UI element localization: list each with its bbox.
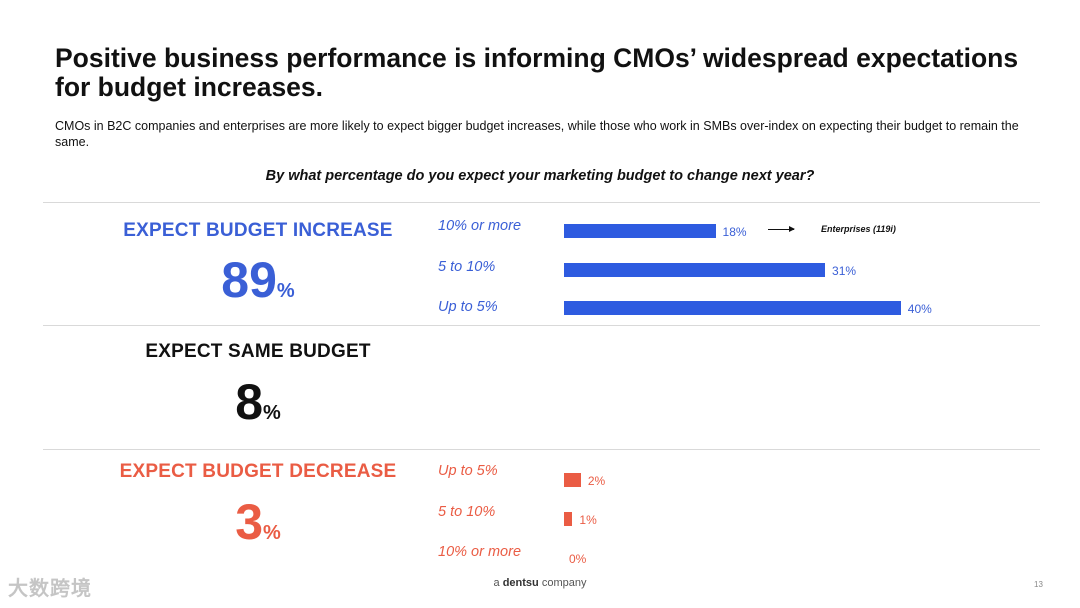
page-number: 13 xyxy=(1034,580,1043,589)
decrease-row-label: 5 to 10% xyxy=(438,504,496,520)
arrow-right-icon xyxy=(768,226,795,232)
same-number: 8 xyxy=(235,374,263,430)
increase-bar xyxy=(564,263,826,277)
survey-question: By what percentage do you expect your ma… xyxy=(265,168,815,184)
divider-bottom xyxy=(43,449,1040,450)
footer-prefix: a xyxy=(493,577,500,589)
same-value: 8% xyxy=(98,377,418,438)
decrease-bar xyxy=(564,473,581,487)
same-label: EXPECT SAME BUDGET xyxy=(145,341,371,362)
slide-title: Positive business performance is informi… xyxy=(55,43,1019,102)
increase-row-label: 5 to 10% xyxy=(438,259,496,275)
increase-row-label: Up to 5% xyxy=(438,299,498,315)
decrease-unit: % xyxy=(263,522,281,544)
increase-bar xyxy=(564,301,901,315)
decrease-value: 3% xyxy=(98,497,418,558)
footer-suffix: company xyxy=(541,577,587,589)
slide-subtitle: CMOs in B2C companies and enterprises ar… xyxy=(55,119,1019,149)
watermark: 大数跨境 xyxy=(8,578,92,600)
decrease-bar-value: 0% xyxy=(569,552,587,566)
enterprises-annotation: Enterprises (119i) xyxy=(821,224,896,234)
decrease-number: 3 xyxy=(235,494,263,550)
decrease-label: EXPECT BUDGET DECREASE xyxy=(119,461,397,482)
divider-middle xyxy=(43,325,1040,326)
decrease-bar xyxy=(564,512,573,526)
same-unit: % xyxy=(263,402,281,424)
decrease-bar-value: 2% xyxy=(587,474,606,488)
increase-bar xyxy=(564,224,716,238)
decrease-bar-value: 1% xyxy=(579,513,597,527)
decrease-row-label: Up to 5% xyxy=(438,463,498,479)
increase-bar-value: 40% xyxy=(907,302,932,316)
footer-brand: a dentsu company xyxy=(0,577,1080,589)
increase-row-label: 10% or more xyxy=(438,218,522,234)
increase-unit: % xyxy=(276,280,295,302)
increase-value: 89% xyxy=(98,255,418,316)
increase-number: 89 xyxy=(221,252,277,308)
increase-label: EXPECT BUDGET INCREASE xyxy=(123,220,393,241)
increase-bar-value: 18% xyxy=(722,225,747,239)
increase-bar-value: 31% xyxy=(832,264,857,278)
divider-top xyxy=(43,202,1040,203)
decrease-row-label: 10% or more xyxy=(438,544,522,560)
dentsu-logo: dentsu xyxy=(502,577,539,589)
